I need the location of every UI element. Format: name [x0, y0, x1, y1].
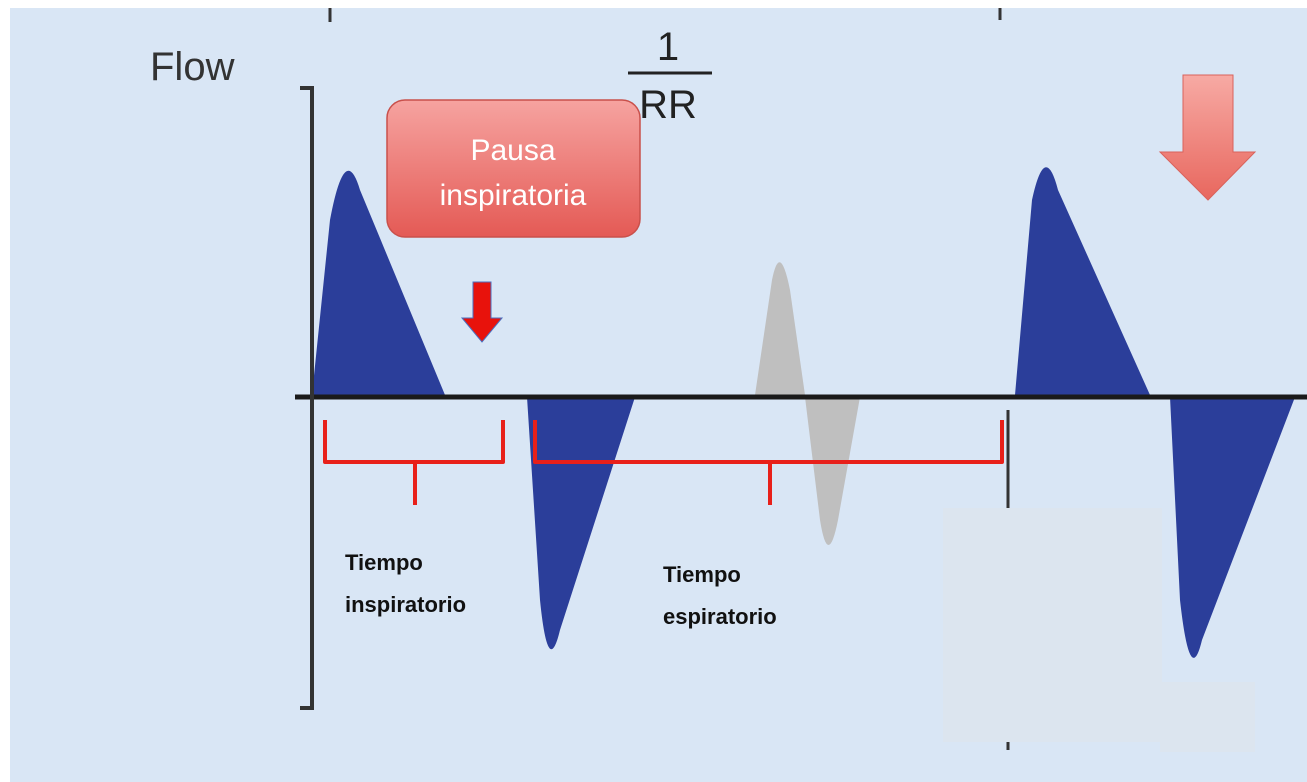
label-text: Tiempo [345, 550, 423, 575]
axis-label: Flow [150, 45, 235, 89]
cover-box [943, 508, 1162, 742]
inspiratory-flow-wave [312, 170, 445, 395]
fraction-denominator: RR [639, 83, 697, 127]
flow-axis-bracket [300, 86, 314, 710]
label-text: espiratorio [663, 604, 777, 629]
ghost-flow-wave [755, 262, 860, 545]
inspiratory-flow-wave [1015, 167, 1150, 395]
big-arrow [1158, 74, 1257, 201]
expiratory-flow-wave [1170, 397, 1295, 658]
inspiratory-brace [323, 420, 505, 505]
cycle-tick [328, 8, 1002, 22]
pause-arrow [460, 281, 504, 343]
expiratory-brace [533, 420, 1004, 505]
cover-box [1160, 682, 1255, 752]
label-text: Tiempo [663, 562, 741, 587]
label-text: inspiratorio [345, 592, 466, 617]
callout-box [386, 99, 641, 238]
callout-text: Pausa [470, 134, 555, 167]
fraction-numerator: 1 [657, 25, 679, 69]
callout-text: inspiratoria [440, 179, 587, 212]
